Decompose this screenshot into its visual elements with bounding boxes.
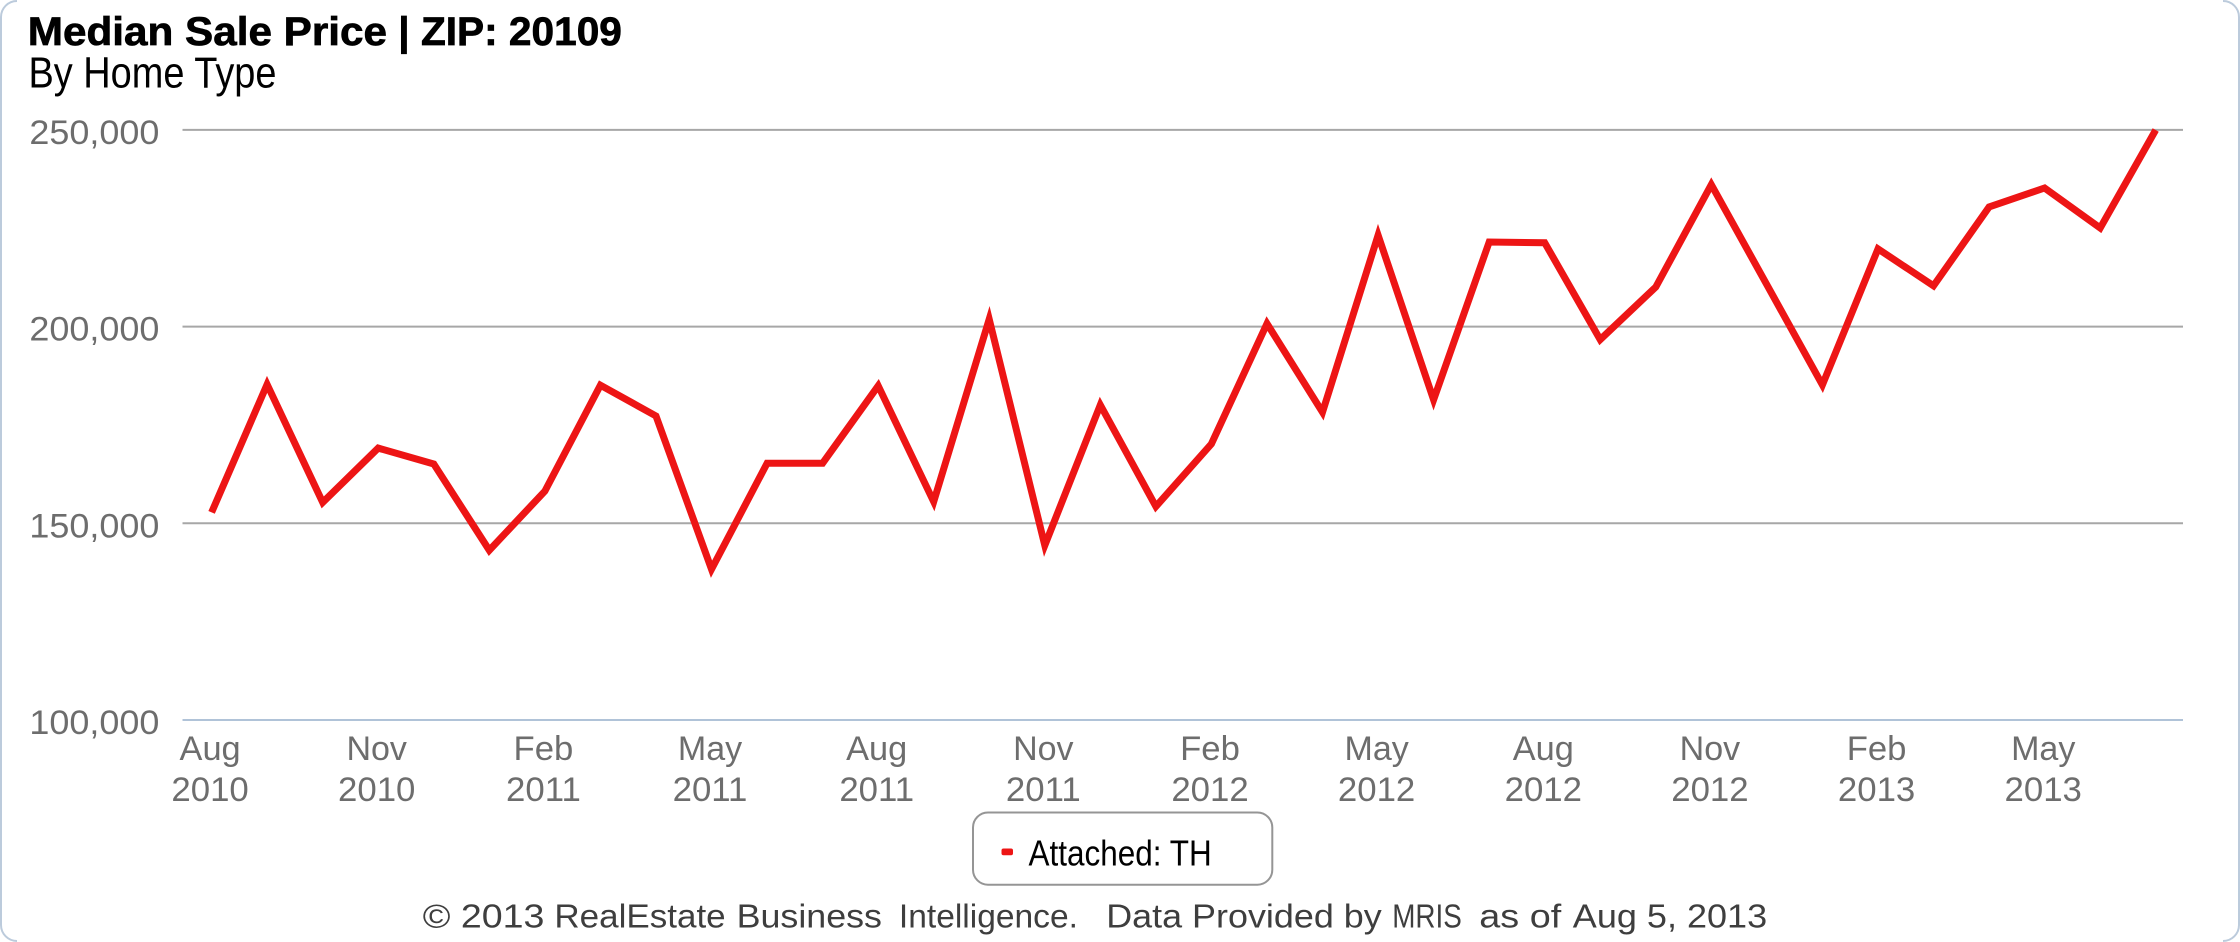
svg-text:© 2013: © 2013 — [423, 899, 545, 935]
svg-text:Business: Business — [737, 899, 882, 935]
svg-text:By Home Type: By Home Type — [29, 48, 277, 97]
svg-text:100,000: 100,000 — [29, 704, 159, 742]
svg-text:Intelligence.: Intelligence. — [899, 899, 1078, 936]
svg-text:| ZIP: 20109: | ZIP: 20109 — [398, 9, 622, 54]
svg-text:May: May — [2011, 730, 2075, 768]
svg-text:May: May — [678, 730, 742, 768]
svg-text:2012: 2012 — [1338, 771, 1415, 809]
svg-text:Aug 5, 2013: Aug 5, 2013 — [1573, 899, 1767, 935]
svg-text:Feb: Feb — [1847, 730, 1907, 768]
svg-text:Median Sale Price: Median Sale Price — [28, 9, 387, 54]
svg-text:200,000: 200,000 — [29, 310, 159, 348]
svg-text:2011: 2011 — [839, 771, 914, 809]
svg-text:Attached: TH: Attached: TH — [1029, 834, 1212, 874]
svg-text:2011: 2011 — [673, 771, 748, 809]
svg-text:Aug: Aug — [1513, 730, 1574, 768]
svg-text:2012: 2012 — [1671, 771, 1748, 809]
svg-text:Nov: Nov — [1013, 730, 1073, 768]
svg-text:Aug: Aug — [180, 730, 241, 768]
svg-text:Data Provided by: Data Provided by — [1106, 899, 1382, 935]
svg-text:May: May — [1344, 730, 1408, 768]
svg-text:as of: as of — [1479, 898, 1561, 935]
svg-text:150,000: 150,000 — [29, 507, 159, 545]
svg-text:2010: 2010 — [171, 771, 248, 809]
svg-text:2010: 2010 — [338, 771, 415, 809]
svg-text:Nov: Nov — [1680, 730, 1740, 768]
svg-text:2013: 2013 — [1838, 771, 1915, 809]
svg-text:2012: 2012 — [1505, 771, 1582, 809]
svg-text:2011: 2011 — [506, 771, 581, 809]
svg-text:MRIS: MRIS — [1392, 898, 1462, 935]
svg-text:Feb: Feb — [514, 730, 574, 768]
svg-text:2012: 2012 — [1171, 771, 1248, 809]
svg-text:RealEstate: RealEstate — [554, 899, 725, 936]
svg-text:2011: 2011 — [1006, 771, 1081, 809]
svg-text:Nov: Nov — [346, 730, 406, 768]
svg-text:250,000: 250,000 — [29, 114, 159, 152]
svg-text:Feb: Feb — [1180, 730, 1240, 768]
svg-text:Aug: Aug — [846, 730, 907, 768]
svg-text:2013: 2013 — [2005, 771, 2082, 809]
